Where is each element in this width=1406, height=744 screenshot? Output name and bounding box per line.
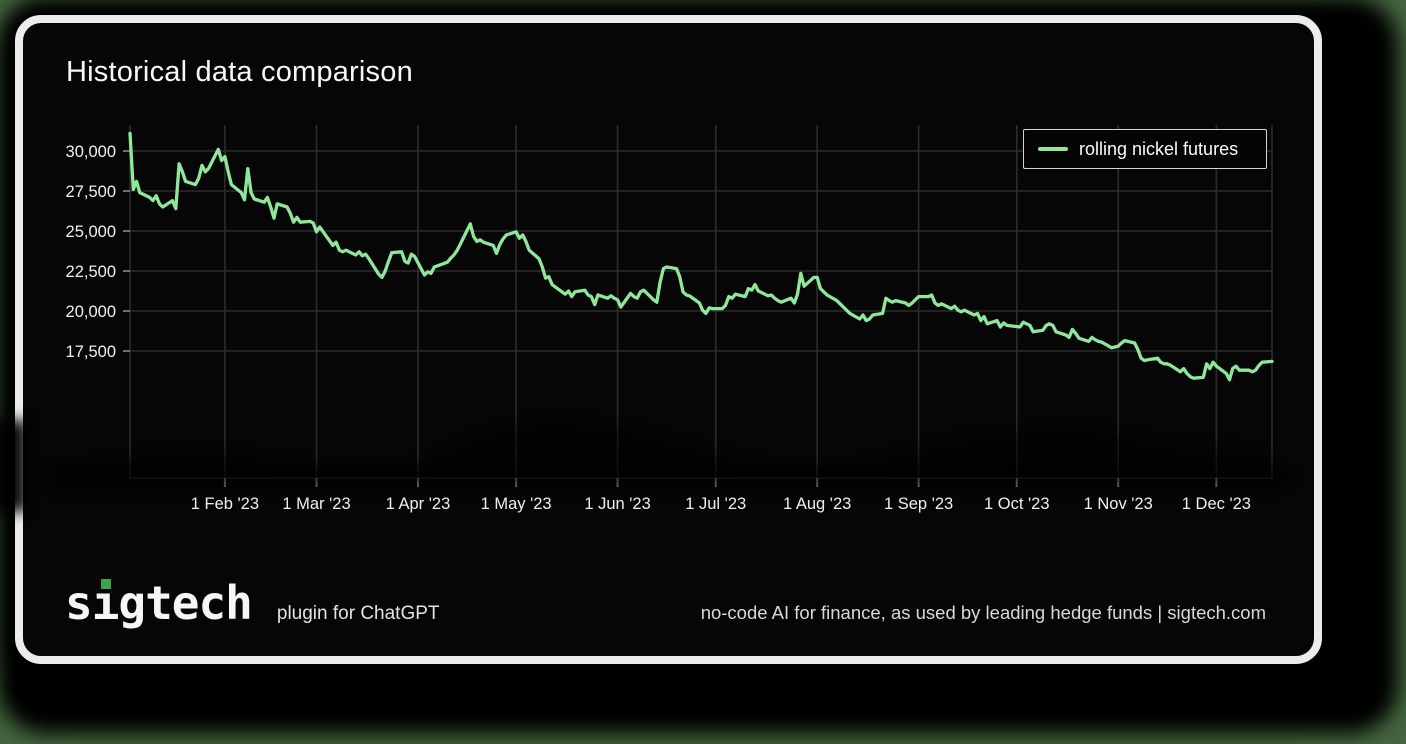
axis-labels: 30,000 27,500 25,000 22,500 20,000 17,500 1 Fe… — [66, 143, 1251, 513]
gridlines — [129, 125, 1273, 479]
legend-label: rolling nickel futures — [1079, 138, 1239, 159]
x-axis-label: 1 Jun '23 — [584, 495, 650, 513]
x-axis-label: 1 Sep '23 — [884, 495, 953, 513]
x-axis-label: 1 May '23 — [481, 495, 552, 513]
series-line — [128, 131, 1274, 382]
sigtech-logo-text: sigtech — [65, 576, 253, 630]
x-axis-label: 1 Nov '23 — [1084, 495, 1153, 513]
shadow-smudge-wave — [53, 422, 1278, 489]
sigtech-logo-i-dot — [101, 579, 111, 589]
legend-line-swatch-icon — [1038, 147, 1068, 151]
shadow-smudge-band — [53, 422, 1288, 489]
x-axis-label: 1 Aug '23 — [783, 495, 851, 513]
x-axis-label: 1 Oct '23 — [984, 495, 1050, 513]
y-axis-label: 17,500 — [66, 343, 116, 361]
y-axis-label: 20,000 — [66, 303, 116, 321]
y-axis-label: 22,500 — [66, 263, 116, 281]
chart-title: Historical data comparison — [66, 56, 413, 88]
footer-right-text: no-code AI for finance, as used by leadi… — [700, 602, 1266, 623]
border-shadow-smudge — [0, 420, 28, 512]
sigtech-logo: sigtech — [65, 576, 253, 630]
chart-card: Historical data comparison 30,000 27,500 2… — [15, 15, 1322, 664]
x-axis-label: 1 Dec '23 — [1182, 495, 1251, 513]
footer: sigtech plugin for ChatGPT no-code AI fo… — [65, 576, 1266, 630]
line-chart: 30,000 27,500 25,000 22,500 20,000 17,500 1 Fe… — [53, 125, 1288, 513]
footer-tagline: plugin for ChatGPT — [276, 603, 440, 624]
x-axis-label: 1 Jul '23 — [685, 495, 746, 513]
x-axis-label: 1 Apr '23 — [386, 495, 451, 513]
y-axis-label: 30,000 — [66, 143, 116, 161]
y-axis-label: 25,000 — [66, 223, 116, 241]
x-axis-label: 1 Mar '23 — [282, 495, 350, 513]
y-axis-label: 27,500 — [66, 183, 116, 201]
chart-legend: rolling nickel futures — [1023, 129, 1267, 169]
card-content: Historical data comparison 30,000 27,500 2… — [23, 23, 1314, 656]
x-axis-label: 1 Feb '23 — [191, 495, 259, 513]
